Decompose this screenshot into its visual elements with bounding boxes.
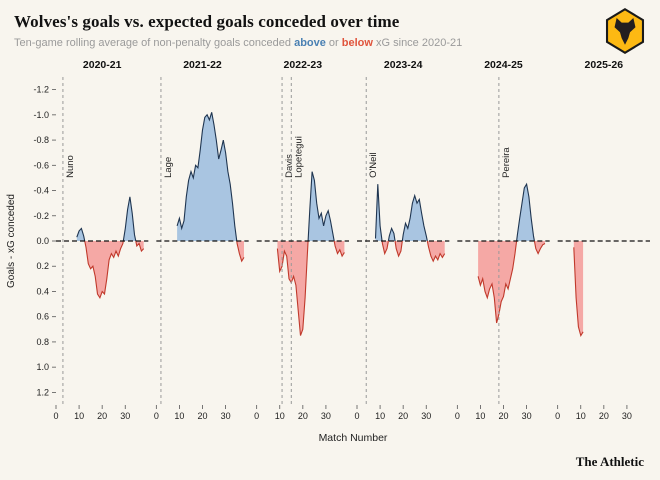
area-above-xg <box>375 184 445 241</box>
facet-label: 2022-23 <box>284 59 323 71</box>
x-tick-label: 20 <box>498 411 508 421</box>
manager-label: O'Neil <box>368 152 379 178</box>
manager-label: Pereira <box>501 147 512 178</box>
athletic-wordmark: The Athletic <box>575 454 644 469</box>
wolves-crest-logo <box>605 8 645 54</box>
manager-label: Nuno <box>65 155 76 178</box>
line-above-xg <box>374 184 428 241</box>
subtitle-text: or <box>325 37 342 49</box>
line-below-xg <box>276 241 345 336</box>
x-tick-label: 10 <box>375 411 385 421</box>
x-tick-label: 20 <box>298 411 308 421</box>
x-tick-label: 0 <box>354 411 359 421</box>
x-tick-label: 0 <box>154 411 159 421</box>
x-tick-label: 20 <box>197 411 207 421</box>
x-tick-label: 30 <box>321 411 331 421</box>
y-tick-label: 0.4 <box>36 286 49 296</box>
area-below-xg <box>573 241 584 336</box>
below-keyword: below <box>341 37 373 49</box>
area-above-xg <box>76 196 144 241</box>
line-below-xg <box>477 241 546 324</box>
facet-label: 2023-24 <box>384 59 423 71</box>
x-tick-label: 0 <box>555 411 560 421</box>
x-tick-label: 20 <box>599 411 609 421</box>
page-title: Wolves's goals vs. expected goals conced… <box>14 12 400 31</box>
chart-header: Wolves's goals vs. expected goals conced… <box>0 0 660 54</box>
x-tick-label: 0 <box>455 411 460 421</box>
y-tick-label: 0.8 <box>36 337 49 347</box>
area-below-xg <box>76 241 144 298</box>
line-above-xg <box>307 171 335 241</box>
facet-label: 2021-22 <box>183 59 222 71</box>
y-tick-label: 1.2 <box>36 387 49 397</box>
y-tick-label: 0.0 <box>36 236 49 246</box>
chart-svg: -1.2 -1.0 -0.8 -0.6 -0.4 -0.2 0.0 0.2 0.4 0.6 0.8 1… <box>6 59 650 444</box>
x-tick-label: 0 <box>53 411 58 421</box>
x-axis-title: Match Number <box>319 432 388 444</box>
y-tick-label: -1.0 <box>33 110 49 120</box>
x-tick-label: 10 <box>74 411 84 421</box>
x-tick-label: 10 <box>475 411 485 421</box>
x-tick-label: 10 <box>576 411 586 421</box>
y-axis-title: Goals - xG conceded <box>6 194 17 288</box>
y-tick-label: 0.2 <box>36 261 49 271</box>
x-tick-label: 30 <box>221 411 231 421</box>
above-keyword: above <box>294 37 326 49</box>
area-below-xg <box>277 241 345 336</box>
line-below-xg <box>381 241 446 263</box>
manager-label: Lage <box>163 157 174 178</box>
subtitle-text: xG since 2020-21 <box>372 37 463 49</box>
x-tick-label: 0 <box>254 411 259 421</box>
x-tick-label: 20 <box>398 411 408 421</box>
area-above-xg <box>177 112 244 241</box>
y-tick-label: -1.2 <box>33 85 49 95</box>
y-tick-label: -0.8 <box>33 135 49 145</box>
y-tick-label: 0.6 <box>36 312 49 322</box>
y-tick-label: 1.0 <box>36 362 49 372</box>
line-below-xg <box>573 247 584 337</box>
x-tick-label: 30 <box>622 411 632 421</box>
x-tick-label: 10 <box>174 411 184 421</box>
chart-subtitle: Ten-game rolling average of non-penalty … <box>14 37 646 49</box>
area-below-xg <box>478 241 545 323</box>
subtitle-text: Ten-game rolling average of non-penalty … <box>14 37 295 49</box>
x-tick-label: 30 <box>522 411 532 421</box>
facet-label: 2025-26 <box>585 59 624 71</box>
wolf-head-icon <box>614 18 636 45</box>
y-tick-label: -0.6 <box>33 160 49 170</box>
line-above-xg <box>76 196 137 241</box>
y-tick-label: -0.2 <box>33 211 49 221</box>
manager-label: Davis <box>284 154 295 178</box>
line-above-xg <box>176 112 238 241</box>
x-tick-label: 10 <box>275 411 285 421</box>
y-tick-label: -0.4 <box>33 186 49 196</box>
area-above-xg <box>277 171 345 241</box>
facet-label: 2024-25 <box>484 59 523 71</box>
area-above-xg <box>478 184 545 241</box>
x-tick-label: 30 <box>421 411 431 421</box>
x-tick-label: 20 <box>97 411 107 421</box>
manager-label: Lopetegui <box>293 136 304 178</box>
line-below-xg <box>84 241 145 300</box>
faceted-area-chart: -1.2 -1.0 -0.8 -0.6 -0.4 -0.2 0.0 0.2 0.4 0.6 0.8 1… <box>0 53 660 454</box>
line-above-xg <box>516 182 535 241</box>
facet-label: 2020-21 <box>83 59 122 71</box>
x-tick-label: 30 <box>120 411 130 421</box>
